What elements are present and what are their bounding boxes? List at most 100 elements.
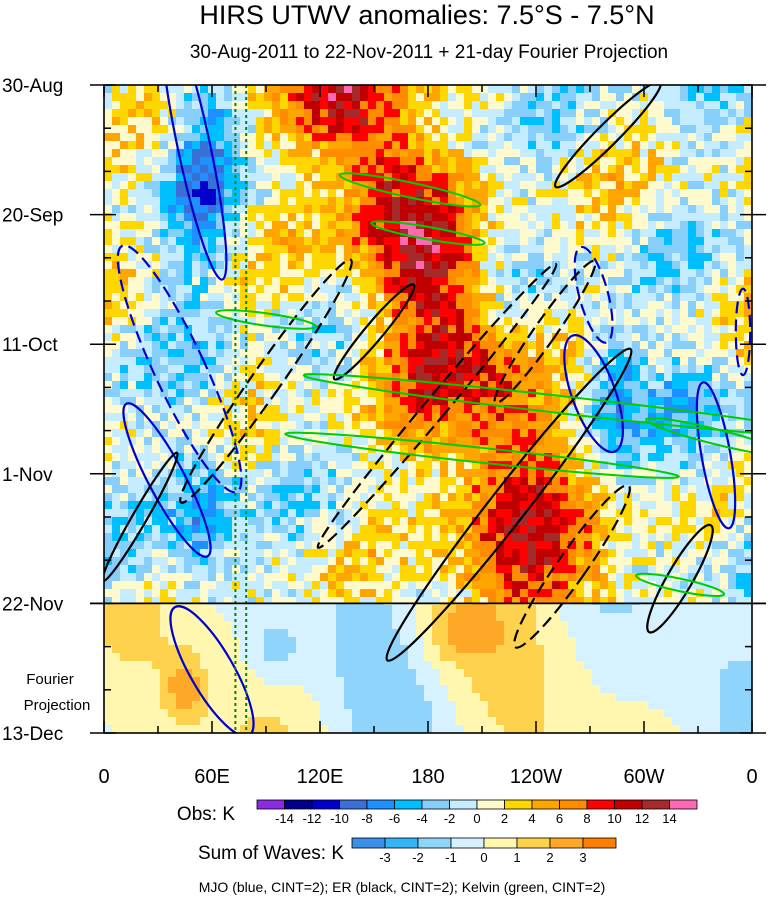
obs-cell: [152, 389, 161, 398]
obs-cell: [264, 525, 273, 534]
obs-cell: [504, 445, 513, 454]
obs-cell: [664, 141, 673, 150]
obs-cell: [264, 429, 273, 438]
obs-cell: [544, 237, 553, 246]
obs-cell: [280, 317, 289, 326]
obs-cell: [736, 517, 745, 526]
obs-cell: [208, 477, 217, 486]
obs-cell: [416, 573, 425, 582]
obs-cell: [136, 221, 145, 230]
obs-cell: [480, 109, 489, 118]
obs-cell: [480, 173, 489, 182]
obs-cell: [344, 101, 353, 110]
obs-cell: [744, 117, 752, 126]
obs-cell: [680, 261, 689, 270]
obs-cell: [320, 229, 329, 238]
obs-cell: [408, 109, 417, 118]
obs-cell: [432, 509, 441, 518]
obs-cell: [152, 565, 161, 574]
obs-cell: [440, 181, 449, 190]
obs-cell: [200, 533, 209, 542]
obs-cell: [440, 221, 449, 230]
obs-cell: [704, 285, 713, 294]
obs-cell: [512, 125, 521, 134]
obs-cell: [256, 461, 265, 470]
obs-cell: [168, 301, 177, 310]
obs-cell: [328, 373, 337, 382]
obs-cell: [376, 325, 385, 334]
obs-cell: [240, 541, 249, 550]
obs-cell: [680, 101, 689, 110]
obs-cell: [152, 181, 161, 190]
obs-cell: [408, 269, 417, 278]
obs-cell: [728, 301, 737, 310]
obs-cell: [328, 573, 337, 582]
obs-cell: [360, 117, 369, 126]
obs-cell: [288, 285, 297, 294]
obs-cell: [280, 557, 289, 566]
obs-cell: [120, 373, 129, 382]
obs-cell: [104, 541, 113, 550]
obs-cell: [152, 557, 161, 566]
obs-cell: [504, 413, 513, 422]
obs-cell: [304, 261, 313, 270]
obs-cell: [448, 93, 457, 102]
obs-cell: [680, 397, 689, 406]
obs-cell: [416, 157, 425, 166]
obs-cell: [264, 157, 273, 166]
obs-cell: [576, 149, 585, 158]
obs-cell: [560, 301, 569, 310]
obs-cell: [728, 525, 737, 534]
obs-cell: [488, 413, 497, 422]
obs-cell: [168, 325, 177, 334]
obs-cell: [520, 125, 529, 134]
obs-cell: [384, 133, 393, 142]
obs-cell: [608, 477, 617, 486]
obs-cell: [632, 461, 641, 470]
obs-cell: [664, 101, 673, 110]
obs-cell: [176, 173, 185, 182]
obs-cell: [312, 221, 321, 230]
obs-cell: [728, 533, 737, 542]
obs-cell: [704, 525, 713, 534]
obs-cell: [320, 325, 329, 334]
obs-cell: [720, 133, 729, 142]
obs-cell: [128, 533, 137, 542]
obs-cell: [176, 549, 185, 558]
obs-cell: [208, 445, 217, 454]
obs-cell: [128, 253, 137, 262]
obs-cell: [376, 213, 385, 222]
obs-cell: [200, 485, 209, 494]
obs-cell: [544, 253, 553, 262]
obs-cell: [576, 397, 585, 406]
obs-cell: [704, 149, 713, 158]
obs-cell: [280, 285, 289, 294]
obs-cell: [240, 221, 249, 230]
obs-cell: [648, 117, 657, 126]
obs-cell: [616, 397, 625, 406]
obs-cell: [664, 533, 673, 542]
obs-cell: [632, 525, 641, 534]
obs-cell: [520, 141, 529, 150]
obs-cell: [464, 133, 473, 142]
obs-cell: [296, 509, 305, 518]
obs-cell: [400, 493, 409, 502]
obs-cell: [616, 101, 625, 110]
obs-cell: [176, 373, 185, 382]
obs-cell: [672, 189, 681, 198]
obs-cell: [440, 245, 449, 254]
obs-cell: [144, 141, 153, 150]
obs-cell: [736, 477, 745, 486]
obs-cell: [552, 373, 561, 382]
obs-cell: [416, 525, 425, 534]
obs-cell: [696, 357, 705, 366]
obs-cell: [128, 357, 137, 366]
obs-cell: [512, 541, 521, 550]
obs-cell: [424, 261, 433, 270]
obs-cell: [288, 357, 297, 366]
obs-cell: [504, 533, 513, 542]
obs-cell: [216, 493, 225, 502]
obs-cell: [152, 133, 161, 142]
obs-cell: [664, 437, 673, 446]
obs-cell: [656, 317, 665, 326]
